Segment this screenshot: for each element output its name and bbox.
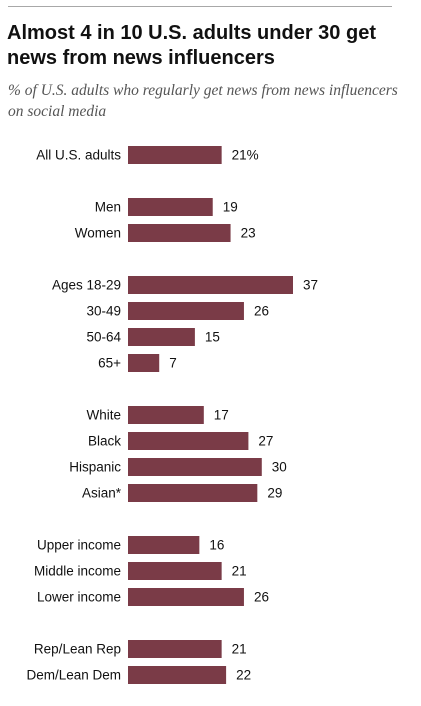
category-label-men: Men [95, 200, 121, 215]
value-label-rep-lean-rep: 21 [232, 642, 247, 657]
chart-title: Almost 4 in 10 U.S. adults under 30 get … [7, 22, 376, 69]
category-label-50-64: 50-64 [86, 330, 121, 345]
value-label-middle-income: 21 [232, 564, 247, 579]
value-label-lower-income: 26 [254, 590, 269, 605]
bar-ages-18-29 [128, 276, 293, 294]
value-label-all-u-s-adults: 21% [232, 148, 259, 163]
bar-middle-income [128, 562, 222, 580]
value-label-dem-lean-dem: 22 [236, 668, 251, 683]
bar-asian [128, 484, 258, 502]
bar-men [128, 198, 213, 216]
bar-white [128, 406, 204, 424]
top-rule [8, 6, 392, 7]
bar-hispanic [128, 458, 262, 476]
category-label-ages-18-29: Ages 18-29 [52, 278, 121, 293]
value-label-ages-18-29: 37 [303, 278, 318, 293]
bar-dem-lean-dem [128, 666, 227, 684]
value-label-women: 23 [241, 226, 256, 241]
category-label-rep-lean-rep: Rep/Lean Rep [34, 642, 121, 657]
value-label-50-64: 15 [205, 330, 220, 345]
value-label-white: 17 [214, 408, 229, 423]
bar-all-u-s-adults [128, 146, 222, 164]
category-label-upper-income: Upper income [37, 538, 121, 553]
value-label-asian: 29 [267, 486, 282, 501]
bar-upper-income [128, 536, 200, 554]
category-label-asian: Asian* [82, 486, 122, 501]
chart-subtitle: % of U.S. adults who regularly get news … [8, 82, 398, 120]
category-label-white: White [86, 408, 121, 423]
value-label-65: 7 [169, 356, 177, 371]
category-label-hispanic: Hispanic [69, 460, 121, 475]
category-label-middle-income: Middle income [34, 564, 121, 579]
category-label-30-49: 30-49 [86, 304, 121, 319]
bar-50-64 [128, 328, 195, 346]
category-label-lower-income: Lower income [37, 590, 121, 605]
value-label-upper-income: 16 [209, 538, 224, 553]
category-label-dem-lean-dem: Dem/Lean Dem [26, 668, 121, 683]
bar-black [128, 432, 249, 450]
value-label-30-49: 26 [254, 304, 269, 319]
category-label-black: Black [88, 434, 121, 449]
category-label-women: Women [75, 226, 121, 241]
bar-65 [128, 354, 160, 372]
bar-30-49 [128, 302, 244, 320]
bar-lower-income [128, 588, 244, 606]
category-label-65: 65+ [98, 356, 121, 371]
category-label-all-u-s-adults: All U.S. adults [36, 148, 121, 163]
bar-women [128, 224, 231, 242]
value-label-men: 19 [223, 200, 238, 215]
value-label-hispanic: 30 [272, 460, 287, 475]
value-label-black: 27 [258, 434, 273, 449]
bar-rep-lean-rep [128, 640, 222, 658]
